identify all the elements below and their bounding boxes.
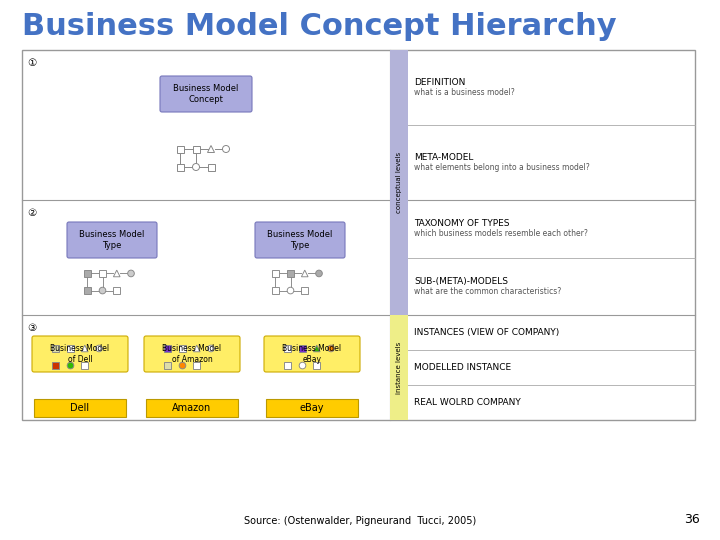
FancyBboxPatch shape [264, 336, 360, 372]
Text: 36: 36 [684, 513, 700, 526]
FancyBboxPatch shape [144, 336, 240, 372]
Bar [390, 315, 408, 420]
FancyBboxPatch shape [32, 336, 128, 372]
Text: ①: ① [27, 58, 36, 68]
Circle shape [192, 164, 199, 171]
Text: DEFINITION: DEFINITION [414, 78, 465, 87]
Bar [164, 362, 171, 369]
Bar [287, 270, 294, 277]
Polygon shape [207, 145, 215, 152]
Bar [207, 164, 215, 171]
Bar [192, 145, 199, 152]
Polygon shape [302, 270, 308, 277]
Bar [84, 287, 91, 294]
Bar [164, 345, 171, 352]
Text: Business Model
of Dell: Business Model of Dell [50, 344, 109, 364]
Text: Business Model
eBay: Business Model eBay [282, 344, 341, 364]
Circle shape [222, 145, 230, 152]
Bar [67, 345, 74, 352]
Text: instance levels: instance levels [396, 341, 402, 394]
Bar [302, 287, 308, 294]
Bar [176, 164, 184, 171]
Bar [313, 362, 320, 369]
Circle shape [315, 270, 323, 277]
Bar [272, 287, 279, 294]
Text: Business Model
Type: Business Model Type [79, 230, 145, 250]
Circle shape [67, 362, 74, 369]
Circle shape [96, 345, 102, 352]
Bar [176, 145, 184, 152]
Bar [34, 399, 126, 417]
Circle shape [207, 345, 215, 352]
Bar [84, 270, 91, 277]
Bar [194, 362, 200, 369]
Polygon shape [114, 270, 120, 277]
Text: what are the common characteristics?: what are the common characteristics? [414, 287, 562, 296]
Bar [52, 362, 58, 369]
Text: what is a business model?: what is a business model? [414, 88, 515, 97]
Circle shape [287, 287, 294, 294]
Bar [284, 362, 291, 369]
FancyBboxPatch shape [160, 76, 252, 112]
Text: MODELLED INSTANCE: MODELLED INSTANCE [414, 363, 511, 372]
Bar [22, 50, 695, 420]
FancyBboxPatch shape [255, 222, 345, 258]
Circle shape [127, 270, 135, 277]
Circle shape [328, 345, 334, 352]
Text: which business models resemble each other?: which business models resemble each othe… [414, 230, 588, 238]
Circle shape [300, 362, 306, 369]
Bar [52, 345, 58, 352]
Bar [284, 345, 291, 352]
Text: conceptual levels: conceptual levels [396, 152, 402, 213]
Text: META-MODEL: META-MODEL [414, 153, 473, 162]
Text: eBay: eBay [300, 403, 324, 413]
Bar [390, 50, 408, 315]
Text: ②: ② [27, 208, 36, 218]
Text: what elements belong into a business model?: what elements belong into a business mod… [414, 163, 590, 172]
Text: INSTANCES (VIEW OF COMPANY): INSTANCES (VIEW OF COMPANY) [414, 328, 559, 337]
Text: Business Model
of Amazon: Business Model of Amazon [163, 344, 222, 364]
Text: Business Model
Type: Business Model Type [267, 230, 333, 250]
Text: ③: ③ [27, 323, 36, 333]
Polygon shape [194, 345, 200, 352]
Bar [179, 345, 186, 352]
Text: Dell: Dell [71, 403, 89, 413]
Bar [81, 362, 88, 369]
Polygon shape [313, 345, 320, 352]
Text: Business Model
Concept: Business Model Concept [174, 84, 239, 104]
Bar [272, 270, 279, 277]
Bar [114, 287, 120, 294]
Polygon shape [81, 345, 88, 352]
Circle shape [99, 287, 106, 294]
Bar [266, 399, 358, 417]
Bar [300, 345, 306, 352]
FancyBboxPatch shape [67, 222, 157, 258]
Bar [146, 399, 238, 417]
Text: Business Model Concept Hierarchy: Business Model Concept Hierarchy [22, 12, 616, 41]
Text: Amazon: Amazon [172, 403, 212, 413]
Text: Source: (Ostenwalder, Pigneurand  Tucci, 2005): Source: (Ostenwalder, Pigneurand Tucci, … [244, 516, 476, 526]
Text: REAL WOLRD COMPANY: REAL WOLRD COMPANY [414, 398, 521, 407]
Text: TAXONOMY OF TYPES: TAXONOMY OF TYPES [414, 219, 510, 228]
Text: SUB-(META)-MODELS: SUB-(META)-MODELS [414, 276, 508, 286]
Bar [99, 270, 106, 277]
Circle shape [179, 362, 186, 369]
